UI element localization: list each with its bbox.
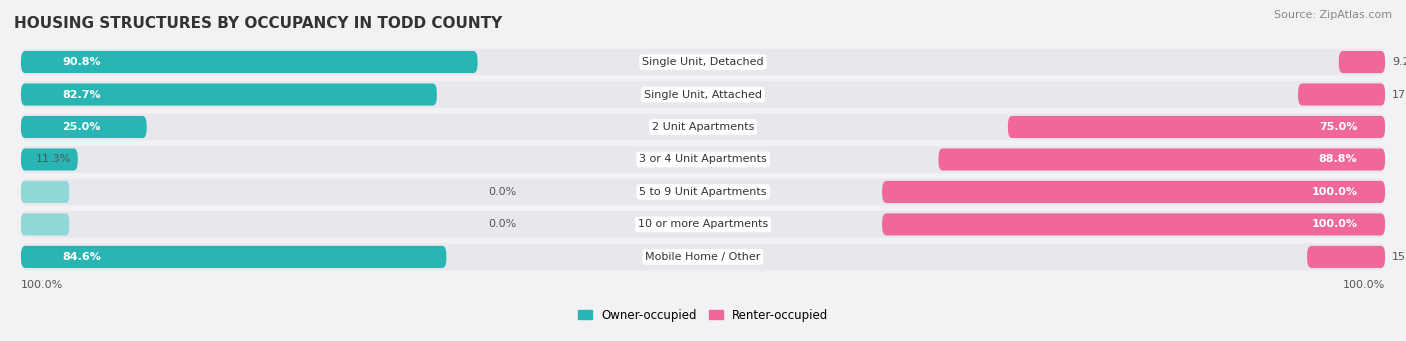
- Text: Mobile Home / Other: Mobile Home / Other: [645, 252, 761, 262]
- Text: 75.0%: 75.0%: [1319, 122, 1358, 132]
- FancyBboxPatch shape: [21, 179, 1385, 205]
- FancyBboxPatch shape: [1008, 116, 1385, 138]
- FancyBboxPatch shape: [882, 181, 1385, 203]
- Legend: Owner-occupied, Renter-occupied: Owner-occupied, Renter-occupied: [572, 304, 834, 326]
- Text: 15.5%: 15.5%: [1392, 252, 1406, 262]
- Text: 100.0%: 100.0%: [1343, 280, 1385, 290]
- Text: 90.8%: 90.8%: [62, 57, 101, 67]
- Text: Single Unit, Detached: Single Unit, Detached: [643, 57, 763, 67]
- FancyBboxPatch shape: [21, 243, 1385, 270]
- FancyBboxPatch shape: [21, 246, 447, 268]
- Text: 5 to 9 Unit Apartments: 5 to 9 Unit Apartments: [640, 187, 766, 197]
- Text: 11.3%: 11.3%: [35, 154, 70, 164]
- Text: 88.8%: 88.8%: [1319, 154, 1358, 164]
- FancyBboxPatch shape: [1298, 84, 1385, 106]
- FancyBboxPatch shape: [21, 49, 1385, 75]
- FancyBboxPatch shape: [1308, 246, 1385, 268]
- Text: 25.0%: 25.0%: [62, 122, 101, 132]
- Text: 0.0%: 0.0%: [489, 187, 517, 197]
- FancyBboxPatch shape: [21, 116, 146, 138]
- Text: 84.6%: 84.6%: [62, 252, 101, 262]
- Text: 3 or 4 Unit Apartments: 3 or 4 Unit Apartments: [640, 154, 766, 164]
- FancyBboxPatch shape: [21, 148, 77, 170]
- FancyBboxPatch shape: [21, 84, 437, 106]
- Text: 2 Unit Apartments: 2 Unit Apartments: [652, 122, 754, 132]
- FancyBboxPatch shape: [21, 213, 69, 235]
- FancyBboxPatch shape: [21, 146, 1385, 173]
- FancyBboxPatch shape: [1339, 51, 1385, 73]
- FancyBboxPatch shape: [938, 148, 1385, 170]
- FancyBboxPatch shape: [21, 211, 1385, 238]
- Text: HOUSING STRUCTURES BY OCCUPANCY IN TODD COUNTY: HOUSING STRUCTURES BY OCCUPANCY IN TODD …: [14, 16, 502, 31]
- Text: Source: ZipAtlas.com: Source: ZipAtlas.com: [1274, 10, 1392, 20]
- Text: 9.2%: 9.2%: [1392, 57, 1406, 67]
- Text: 100.0%: 100.0%: [21, 280, 63, 290]
- Text: 100.0%: 100.0%: [1312, 219, 1358, 229]
- Text: 17.3%: 17.3%: [1392, 89, 1406, 100]
- Text: 10 or more Apartments: 10 or more Apartments: [638, 219, 768, 229]
- FancyBboxPatch shape: [21, 51, 478, 73]
- FancyBboxPatch shape: [21, 81, 1385, 108]
- FancyBboxPatch shape: [21, 181, 69, 203]
- Text: 100.0%: 100.0%: [1312, 187, 1358, 197]
- Text: Single Unit, Attached: Single Unit, Attached: [644, 89, 762, 100]
- Text: 0.0%: 0.0%: [489, 219, 517, 229]
- FancyBboxPatch shape: [882, 213, 1385, 235]
- FancyBboxPatch shape: [21, 114, 1385, 140]
- Text: 82.7%: 82.7%: [62, 89, 101, 100]
